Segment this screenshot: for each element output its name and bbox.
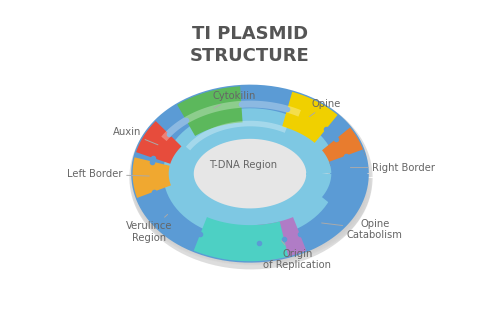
Ellipse shape — [142, 112, 362, 259]
Ellipse shape — [135, 108, 368, 263]
Ellipse shape — [139, 110, 364, 260]
Ellipse shape — [136, 109, 367, 262]
Text: Verulince
Region: Verulince Region — [126, 214, 172, 242]
Ellipse shape — [138, 109, 366, 261]
Text: Left Border: Left Border — [67, 169, 150, 179]
Text: Auxin: Auxin — [112, 127, 158, 145]
Text: Right Border: Right Border — [350, 163, 435, 173]
Ellipse shape — [132, 106, 371, 265]
Ellipse shape — [140, 111, 362, 259]
Text: Cytokilin: Cytokilin — [212, 91, 256, 109]
Text: Origin
of Replication: Origin of Replication — [264, 241, 332, 271]
Text: T-DNA Region: T-DNA Region — [210, 160, 278, 170]
Text: Opine
Catabolism: Opine Catabolism — [322, 219, 402, 240]
Ellipse shape — [134, 107, 370, 264]
Text: Opine: Opine — [310, 99, 342, 117]
Text: TI PLASMID
STRUCTURE: TI PLASMID STRUCTURE — [190, 25, 310, 65]
